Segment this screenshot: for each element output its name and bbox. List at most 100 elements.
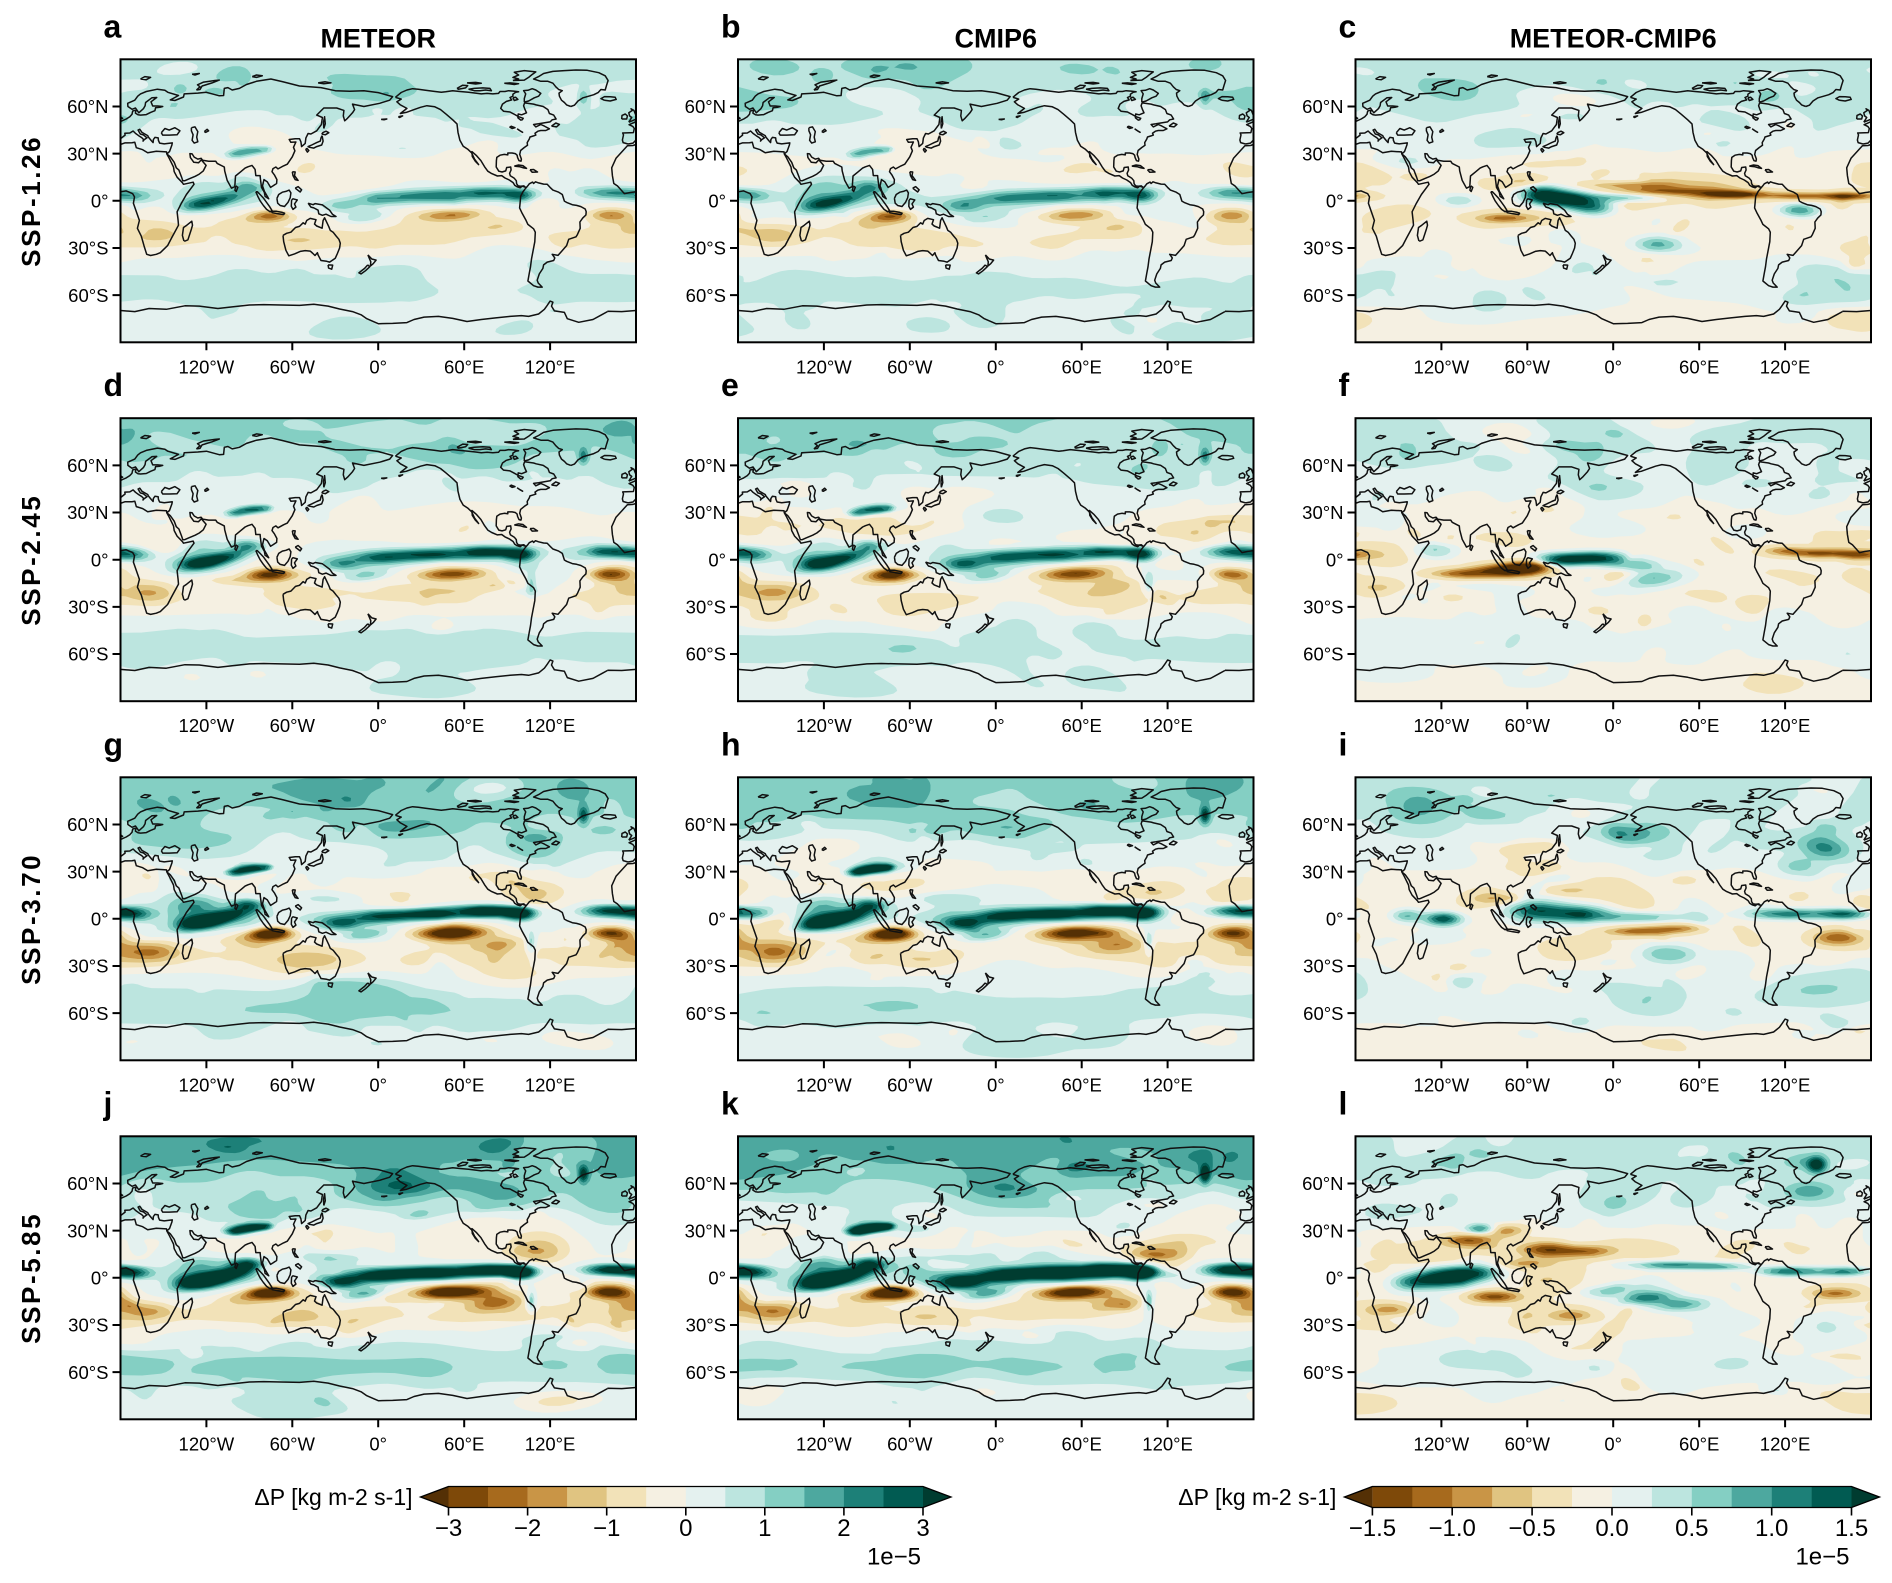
svg-text:0°: 0° (1604, 715, 1622, 736)
svg-text:60°S: 60°S (68, 1362, 108, 1383)
svg-text:60°N: 60°N (1302, 1173, 1343, 1194)
svg-text:60°W: 60°W (270, 1433, 316, 1454)
svg-text:30°N: 30°N (685, 861, 726, 882)
svg-text:f: f (1339, 367, 1350, 403)
svg-text:0°: 0° (708, 909, 726, 930)
svg-text:0°: 0° (1326, 191, 1344, 212)
svg-text:SSP-5.85: SSP-5.85 (16, 1212, 46, 1344)
svg-text:0.0: 0.0 (1595, 1515, 1628, 1542)
svg-text:30°S: 30°S (686, 238, 726, 259)
svg-text:120°W: 120°W (179, 1433, 235, 1454)
svg-text:h: h (721, 726, 741, 762)
svg-text:0: 0 (679, 1515, 692, 1542)
svg-text:1: 1 (758, 1515, 771, 1542)
svg-text:60°N: 60°N (685, 455, 726, 476)
svg-text:30°S: 30°S (68, 238, 108, 259)
svg-text:2: 2 (837, 1515, 850, 1542)
svg-text:METEOR: METEOR (320, 23, 436, 53)
svg-text:METEOR-CMIP6: METEOR-CMIP6 (1510, 23, 1717, 53)
svg-text:30°N: 30°N (1302, 502, 1343, 523)
svg-text:−1: −1 (593, 1515, 620, 1542)
svg-text:60°E: 60°E (1062, 356, 1102, 377)
svg-text:30°S: 30°S (1303, 597, 1343, 618)
svg-text:60°S: 60°S (1303, 285, 1343, 306)
svg-text:k: k (721, 1085, 739, 1121)
svg-text:120°E: 120°E (1760, 1433, 1811, 1454)
svg-text:60°E: 60°E (1062, 1074, 1102, 1095)
svg-text:g: g (104, 726, 124, 762)
svg-text:ΔP [kg m-2 s-1]: ΔP [kg m-2 s-1] (254, 1484, 412, 1510)
svg-text:120°W: 120°W (796, 715, 852, 736)
svg-text:30°N: 30°N (1302, 1220, 1343, 1241)
svg-text:j: j (103, 1085, 113, 1121)
svg-text:30°N: 30°N (67, 502, 108, 523)
svg-text:120°W: 120°W (179, 1074, 235, 1095)
svg-text:SSP-1.26: SSP-1.26 (16, 135, 46, 267)
svg-text:0°: 0° (1604, 1074, 1622, 1095)
svg-text:120°W: 120°W (796, 1074, 852, 1095)
svg-text:0°: 0° (369, 715, 387, 736)
svg-text:60°W: 60°W (270, 356, 316, 377)
svg-text:b: b (721, 8, 741, 44)
svg-text:120°E: 120°E (1142, 356, 1193, 377)
svg-text:30°S: 30°S (1303, 956, 1343, 977)
svg-text:30°S: 30°S (686, 956, 726, 977)
svg-text:60°E: 60°E (1679, 356, 1719, 377)
svg-text:a: a (104, 8, 122, 44)
svg-text:60°E: 60°E (444, 1433, 484, 1454)
svg-text:120°W: 120°W (179, 356, 235, 377)
svg-text:60°W: 60°W (1505, 1074, 1551, 1095)
svg-text:0°: 0° (987, 356, 1005, 377)
svg-text:60°S: 60°S (68, 285, 108, 306)
svg-text:i: i (1339, 726, 1348, 762)
svg-text:60°N: 60°N (67, 455, 108, 476)
svg-text:1.0: 1.0 (1755, 1515, 1788, 1542)
svg-text:0°: 0° (708, 549, 726, 570)
svg-text:0°: 0° (987, 715, 1005, 736)
svg-text:c: c (1339, 8, 1357, 44)
svg-text:0°: 0° (1604, 1433, 1622, 1454)
svg-text:0°: 0° (91, 909, 109, 930)
svg-text:30°S: 30°S (68, 597, 108, 618)
svg-text:60°E: 60°E (1679, 1433, 1719, 1454)
svg-text:0°: 0° (1604, 356, 1622, 377)
svg-text:120°E: 120°E (1142, 1433, 1193, 1454)
svg-text:60°W: 60°W (270, 1074, 316, 1095)
svg-text:120°W: 120°W (796, 356, 852, 377)
svg-text:30°S: 30°S (686, 1315, 726, 1336)
svg-text:60°E: 60°E (1062, 715, 1102, 736)
svg-text:60°W: 60°W (1505, 1433, 1551, 1454)
svg-text:30°N: 30°N (685, 1220, 726, 1241)
svg-text:120°W: 120°W (1414, 1074, 1470, 1095)
svg-text:60°S: 60°S (1303, 644, 1343, 665)
svg-text:30°S: 30°S (686, 597, 726, 618)
svg-text:60°W: 60°W (1505, 356, 1551, 377)
svg-text:l: l (1339, 1085, 1348, 1121)
svg-text:0°: 0° (369, 1433, 387, 1454)
svg-text:0°: 0° (987, 1074, 1005, 1095)
svg-text:120°W: 120°W (1414, 715, 1470, 736)
svg-text:1.5: 1.5 (1835, 1515, 1868, 1542)
svg-text:120°E: 120°E (1760, 715, 1811, 736)
svg-text:60°N: 60°N (1302, 455, 1343, 476)
svg-text:30°N: 30°N (685, 143, 726, 164)
svg-text:60°W: 60°W (887, 1074, 933, 1095)
svg-text:d: d (104, 367, 124, 403)
svg-text:120°E: 120°E (525, 1433, 576, 1454)
svg-text:0°: 0° (987, 1433, 1005, 1454)
svg-text:30°N: 30°N (67, 861, 108, 882)
svg-text:60°N: 60°N (685, 96, 726, 117)
svg-text:120°W: 120°W (179, 715, 235, 736)
svg-text:−3: −3 (435, 1515, 462, 1542)
svg-text:60°E: 60°E (1679, 715, 1719, 736)
svg-text:0°: 0° (708, 191, 726, 212)
svg-text:60°S: 60°S (68, 1003, 108, 1024)
svg-text:60°S: 60°S (1303, 1362, 1343, 1383)
svg-text:SSP-3.70: SSP-3.70 (16, 853, 46, 985)
svg-text:60°E: 60°E (444, 715, 484, 736)
svg-text:0°: 0° (708, 1268, 726, 1289)
svg-text:CMIP6: CMIP6 (955, 23, 1038, 53)
svg-text:SSP-2.45: SSP-2.45 (16, 494, 46, 626)
svg-text:−1.5: −1.5 (1349, 1515, 1396, 1542)
svg-text:60°N: 60°N (67, 1173, 108, 1194)
